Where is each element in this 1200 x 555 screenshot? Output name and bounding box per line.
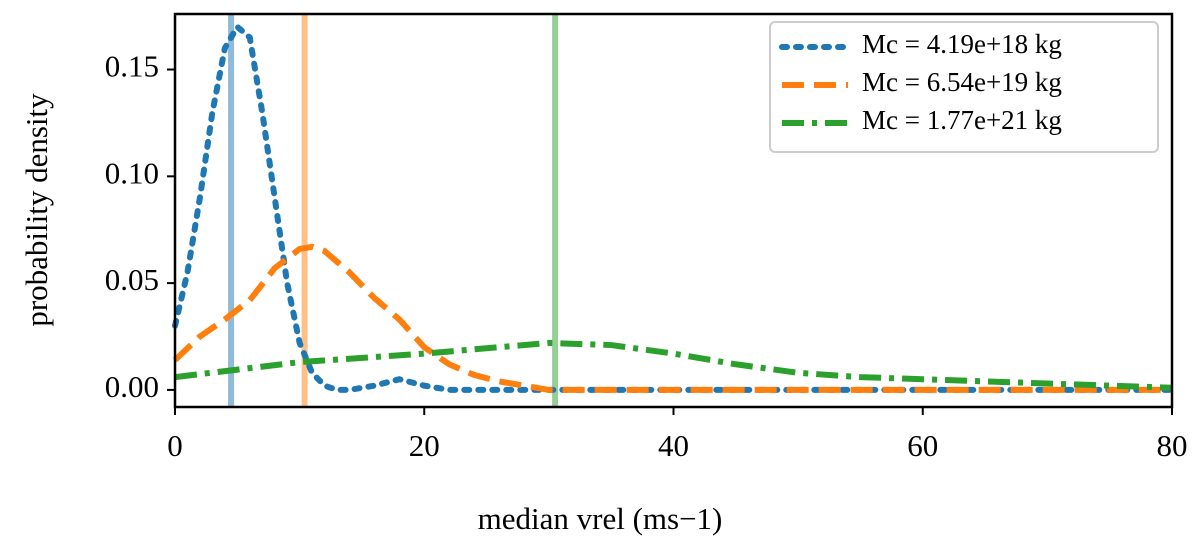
x-tick-label: 0 xyxy=(167,428,183,463)
y-tick-label: 0.05 xyxy=(105,262,159,297)
legend-label: Mc = 1.77e+21 kg xyxy=(862,105,1062,135)
y-tick-label: 0.10 xyxy=(105,155,159,190)
x-tick-label: 40 xyxy=(658,428,689,463)
x-axis-label: median vrel (ms−1) xyxy=(478,501,723,536)
y-tick-label: 0.15 xyxy=(105,49,159,84)
y-tick-label: 0.00 xyxy=(105,369,159,404)
x-tick-label: 20 xyxy=(409,428,440,463)
legend-label: Mc = 4.19e+18 kg xyxy=(862,29,1062,59)
data-line xyxy=(172,243,1172,393)
data-line xyxy=(174,339,1173,391)
legend-box xyxy=(769,21,1159,153)
x-tick-label: 60 xyxy=(907,428,938,463)
legend-label: Mc = 6.54e+19 kg xyxy=(862,67,1062,97)
y-axis-label: probability density xyxy=(19,93,54,327)
x-tick-label: 80 xyxy=(1157,428,1188,463)
